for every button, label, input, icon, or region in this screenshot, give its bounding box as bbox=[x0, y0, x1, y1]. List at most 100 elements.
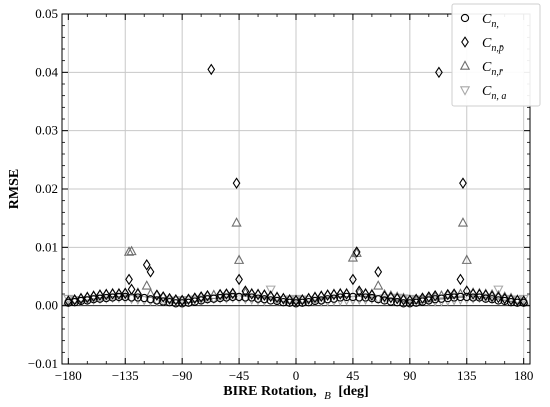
series-circle bbox=[64, 292, 528, 308]
data-point-triangle-down bbox=[221, 294, 232, 304]
data-point-circle bbox=[393, 298, 402, 307]
data-point-diamond bbox=[298, 294, 307, 306]
legend-box bbox=[451, 3, 541, 107]
data-point-triangle-down bbox=[316, 297, 327, 307]
data-point-circle bbox=[329, 294, 339, 303]
data-point-circle bbox=[348, 292, 358, 302]
data-point-diamond bbox=[279, 292, 288, 305]
x-tick-label: −90 bbox=[172, 368, 192, 383]
data-point-diamond bbox=[115, 288, 123, 300]
data-point-diamond bbox=[387, 291, 395, 304]
data-point-diamond bbox=[203, 289, 212, 302]
data-point-diamond bbox=[361, 288, 370, 300]
data-point-circle bbox=[418, 297, 427, 306]
data-point-circle bbox=[386, 297, 396, 306]
legend-label-main: C bbox=[482, 12, 492, 27]
data-point-circle bbox=[215, 293, 225, 303]
legend-label-subscript: n, a bbox=[491, 91, 506, 102]
data-point-circle bbox=[102, 293, 111, 303]
data-point-diamond bbox=[456, 273, 465, 286]
data-point-circle bbox=[234, 292, 244, 302]
data-point-diamond bbox=[146, 266, 155, 278]
legend-label-subscript: n,p̄ bbox=[491, 43, 504, 54]
data-point-diamond bbox=[127, 283, 136, 296]
data-point-circle bbox=[146, 295, 155, 304]
legend-label-main: C bbox=[482, 84, 492, 99]
data-point-diamond bbox=[165, 292, 174, 305]
data-point-diamond bbox=[266, 290, 275, 303]
data-point-circle bbox=[405, 299, 414, 308]
data-point-triangle-down bbox=[233, 294, 245, 304]
legend-label-subscript: n,r̄ bbox=[491, 67, 503, 78]
data-point-triangle-down bbox=[360, 295, 371, 306]
data-point-diamond bbox=[285, 294, 294, 306]
data-point-diamond bbox=[83, 291, 92, 304]
data-point-diamond bbox=[513, 294, 522, 307]
data-point-diamond bbox=[125, 273, 133, 286]
legend-item: Cn, a bbox=[459, 84, 506, 102]
data-point-diamond bbox=[273, 291, 281, 304]
data-point-circle bbox=[266, 296, 275, 305]
x-axis-label: BIRE Rotation, B [deg] bbox=[223, 384, 368, 403]
data-point-circle bbox=[513, 298, 522, 307]
data-point-triangle-down bbox=[265, 285, 276, 296]
legend-label-subscript: n, bbox=[491, 19, 499, 30]
data-point-diamond bbox=[330, 288, 338, 301]
data-point-diamond bbox=[134, 288, 142, 300]
legend-label-main: C bbox=[482, 36, 492, 51]
legend-label: Cn,r̄ bbox=[482, 60, 503, 78]
data-point-diamond bbox=[500, 292, 509, 305]
data-point-triangle-down bbox=[335, 296, 346, 307]
data-point-diamond bbox=[311, 291, 319, 304]
data-point-diamond bbox=[64, 295, 73, 307]
data-point-diamond bbox=[235, 273, 243, 286]
data-point-triangle-down bbox=[227, 293, 238, 304]
data-point-circle bbox=[298, 298, 307, 307]
x-tick-label: 45 bbox=[346, 368, 359, 383]
data-point-diamond bbox=[336, 288, 345, 300]
data-point-circle bbox=[108, 293, 117, 302]
data-point-diamond bbox=[355, 285, 364, 297]
data-point-circle bbox=[304, 298, 313, 307]
data-point-circle bbox=[140, 293, 149, 303]
series-diamond bbox=[64, 63, 528, 307]
legend-item: Cn, bbox=[460, 12, 499, 30]
data-point-diamond bbox=[304, 292, 313, 305]
data-point-circle bbox=[506, 298, 516, 307]
data-point-diamond bbox=[190, 292, 199, 304]
data-point-circle bbox=[475, 293, 484, 302]
data-point-diamond bbox=[178, 294, 187, 307]
data-point-diamond bbox=[247, 288, 256, 300]
y-tick-label: −0.01 bbox=[28, 356, 58, 371]
legend-item: Cn,r̄ bbox=[459, 60, 503, 78]
data-point-diamond bbox=[317, 290, 326, 303]
data-point-circle bbox=[367, 293, 377, 303]
x-tick-label: 0 bbox=[293, 368, 300, 383]
data-point-diamond bbox=[374, 266, 383, 278]
data-point-circle bbox=[95, 294, 105, 303]
data-point-diamond bbox=[443, 288, 452, 301]
data-point-diamond bbox=[77, 292, 85, 305]
y-tick-label: 0.01 bbox=[35, 239, 58, 254]
data-point-diamond bbox=[108, 288, 117, 300]
data-point-diamond bbox=[142, 259, 151, 271]
x-tick-label: −45 bbox=[229, 368, 249, 383]
legend-marker-diamond bbox=[461, 36, 469, 48]
data-point-circle bbox=[310, 296, 320, 306]
data-point-diamond bbox=[207, 63, 216, 76]
data-point-circle bbox=[196, 296, 206, 305]
data-point-diamond bbox=[254, 288, 262, 301]
data-point-triangle-down bbox=[493, 285, 504, 296]
data-point-diamond bbox=[418, 292, 427, 304]
data-point-diamond bbox=[519, 295, 528, 307]
data-point-circle bbox=[209, 294, 218, 303]
legend-marker-triangle-up bbox=[459, 60, 471, 70]
data-point-circle bbox=[133, 293, 143, 302]
data-point-circle bbox=[430, 295, 440, 304]
data-point-circle bbox=[279, 298, 288, 307]
data-point-circle bbox=[89, 295, 98, 304]
data-point-triangle-up bbox=[448, 288, 460, 299]
data-point-triangle-up bbox=[455, 288, 466, 298]
data-point-triangle-up bbox=[461, 254, 472, 264]
data-point-circle bbox=[272, 296, 282, 306]
